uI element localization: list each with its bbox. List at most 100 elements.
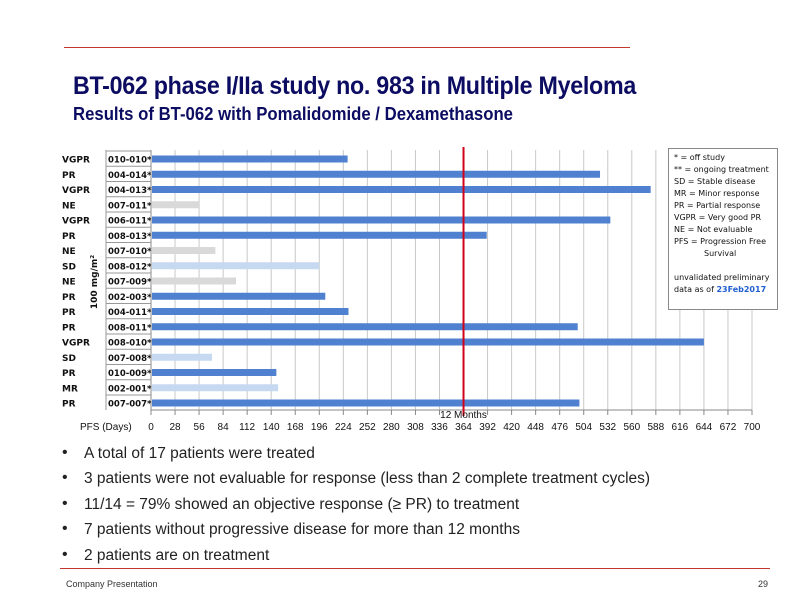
response-label: VGPR bbox=[62, 217, 90, 227]
bar-010-010 bbox=[152, 155, 348, 163]
x-tick-label: 0 bbox=[148, 422, 154, 433]
response-label: NE bbox=[62, 278, 76, 288]
x-tick-label: 280 bbox=[383, 422, 400, 433]
x-tick-label: 112 bbox=[239, 422, 255, 433]
response-label: PR bbox=[62, 293, 76, 303]
patient-id-label: 008-011* bbox=[108, 323, 152, 333]
x-tick-label: 28 bbox=[169, 422, 181, 433]
legend-line: ** = ongoing treatment bbox=[674, 165, 769, 174]
patient-id-label: 002-001* bbox=[108, 384, 152, 394]
patient-id-label: 004-014* bbox=[108, 171, 152, 181]
bullet-list: A total of 17 patients were treated 3 pa… bbox=[62, 444, 650, 572]
bar-007-011 bbox=[152, 201, 200, 209]
response-label: NE bbox=[62, 201, 76, 211]
patient-id-label: 008-012* bbox=[108, 262, 152, 272]
response-label: VGPR bbox=[62, 339, 90, 349]
x-tick-label: 84 bbox=[218, 422, 230, 433]
response-label: VGPR bbox=[62, 186, 90, 196]
x-tick-label: 56 bbox=[194, 422, 206, 433]
bar-008-011 bbox=[152, 323, 578, 331]
bullet-item: 7 patients without progressive disease f… bbox=[62, 520, 650, 546]
chart-legend: * = off study ** = ongoing treatment SD … bbox=[668, 148, 778, 310]
patient-id-label: 007-007* bbox=[108, 400, 152, 410]
patient-id-label: 004-011* bbox=[108, 308, 152, 318]
bullet-item: A total of 17 patients were treated bbox=[62, 444, 650, 470]
x-tick-label: 448 bbox=[527, 422, 544, 433]
bar-004-013 bbox=[152, 186, 651, 193]
patient-id-label: 008-010** bbox=[108, 339, 156, 349]
patient-id-label: 007-011* bbox=[108, 201, 152, 211]
legend-line: * = off study bbox=[674, 153, 725, 162]
x-tick-label: 476 bbox=[551, 422, 568, 433]
response-label: NE bbox=[62, 247, 76, 257]
x-tick-label: 560 bbox=[623, 422, 640, 433]
bar-008-010 bbox=[152, 338, 704, 346]
x-tick-label: 644 bbox=[696, 422, 713, 433]
y-axis-label: 100 mg/m² bbox=[90, 255, 100, 309]
response-label: PR bbox=[62, 232, 76, 242]
x-tick-label: 392 bbox=[479, 422, 496, 433]
patient-id-label: 007-008* bbox=[108, 354, 152, 364]
bar-007-010 bbox=[152, 247, 216, 254]
response-label: SD bbox=[62, 354, 76, 364]
response-label: PR bbox=[62, 369, 76, 379]
legend-note-date-line: data as of 23Feb2017 bbox=[674, 284, 777, 296]
x-tick-label: 308 bbox=[407, 422, 424, 433]
x-tick-label: 616 bbox=[672, 422, 689, 433]
x-tick-label: 168 bbox=[287, 422, 304, 433]
response-label: PR bbox=[62, 323, 76, 333]
legend-line: Survival bbox=[704, 249, 737, 258]
slide-subtitle: Results of BT-062 with Pomalidomide / De… bbox=[73, 104, 514, 124]
slide-title: BT-062 phase I/IIa study no. 983 in Mult… bbox=[73, 72, 637, 100]
legend-line: VGPR = Very good PR bbox=[674, 213, 762, 222]
legend-line: PR = Partial response bbox=[674, 201, 761, 210]
bullet-item: 2 patients are on treatment bbox=[62, 546, 650, 572]
x-tick-label: 532 bbox=[599, 422, 616, 433]
bar-010-009 bbox=[152, 369, 277, 376]
bar-007-007 bbox=[152, 399, 580, 407]
bar-004-011 bbox=[152, 308, 349, 315]
legend-line: MR = Minor response bbox=[674, 189, 760, 198]
legend-note: unvalidated preliminary bbox=[674, 273, 770, 282]
legend-line: NE = Not evaluable bbox=[674, 225, 753, 234]
response-label: PR bbox=[62, 308, 76, 318]
x-tick-label: 140 bbox=[263, 422, 280, 433]
bar-002-001 bbox=[152, 384, 279, 392]
patient-id-label: 004-013** bbox=[108, 186, 156, 196]
response-label: PR bbox=[62, 171, 76, 181]
x-tick-label: 504 bbox=[575, 422, 592, 433]
page-number: 29 bbox=[758, 579, 769, 589]
response-label: PR bbox=[62, 400, 76, 410]
patient-id-label: 002-003* bbox=[108, 293, 152, 303]
patient-id-label: 010-010* bbox=[108, 156, 152, 166]
patient-id-label: 008-013* bbox=[108, 232, 152, 242]
reference-line-label: 12 Months bbox=[440, 410, 487, 421]
bar-006-011 bbox=[152, 216, 611, 224]
x-tick-label: 672 bbox=[720, 422, 737, 433]
bottom-rule bbox=[60, 568, 770, 569]
bullet-item: 3 patients were not evaluable for respon… bbox=[62, 469, 650, 495]
footer-text: Company Presentation bbox=[66, 579, 158, 589]
response-label: VGPR bbox=[62, 156, 90, 166]
x-tick-label: 252 bbox=[359, 422, 376, 433]
bar-007-008 bbox=[152, 353, 212, 361]
legend-line: SD = Stable disease bbox=[674, 177, 756, 186]
response-label: MR bbox=[62, 384, 78, 394]
top-rule bbox=[64, 47, 630, 48]
legend-note2: data as of bbox=[674, 285, 714, 294]
x-tick-label: 336 bbox=[431, 422, 448, 433]
legend-date: 23Feb2017 bbox=[716, 285, 767, 294]
patient-id-label: 006-011* bbox=[108, 217, 152, 227]
x-tick-label: 420 bbox=[503, 422, 520, 433]
x-tick-label: 700 bbox=[744, 422, 761, 433]
bar-002-003 bbox=[152, 292, 326, 300]
pfs-bar-chart: 0 28 56 84 112 140 168 196 224 252 280 308 336 364 392… bbox=[62, 147, 761, 433]
bar-007-009 bbox=[152, 277, 236, 285]
bullet-item: 11/14 = 79% showed an objective response… bbox=[62, 495, 650, 521]
x-tick-label: 364 bbox=[455, 422, 472, 433]
bar-004-014 bbox=[152, 170, 601, 178]
x-tick-label: 588 bbox=[647, 422, 664, 433]
patient-id-label: 007-009* bbox=[108, 278, 152, 288]
bar-008-013 bbox=[152, 231, 487, 239]
patient-id-label: 007-010* bbox=[108, 247, 152, 257]
